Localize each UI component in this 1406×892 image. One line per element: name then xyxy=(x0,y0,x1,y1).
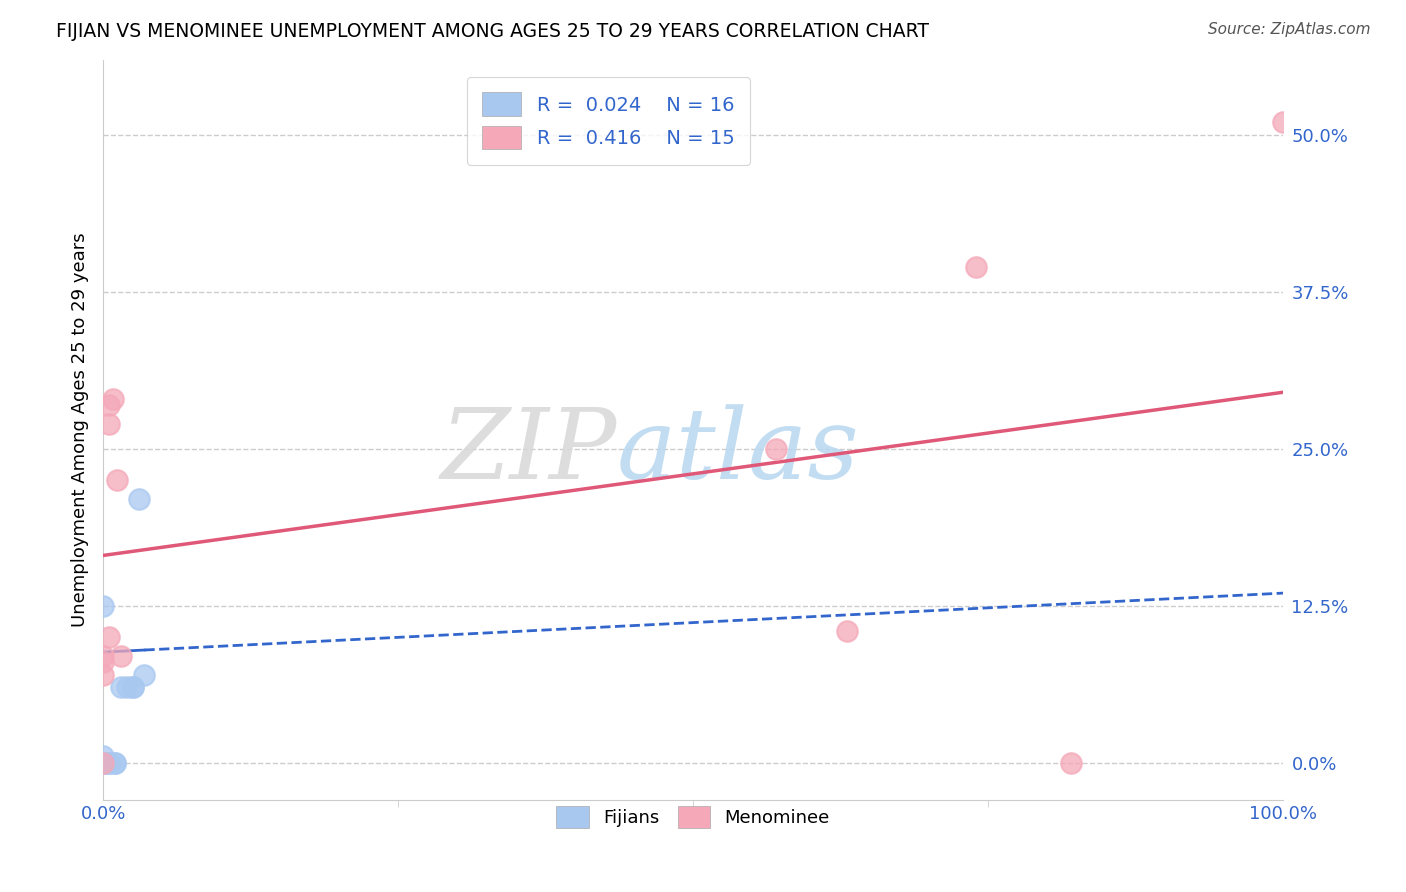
Point xyxy=(104,756,127,770)
Point xyxy=(91,648,114,663)
Point xyxy=(91,756,114,770)
Point xyxy=(98,398,121,412)
Point xyxy=(105,473,128,487)
Point xyxy=(835,624,858,638)
Point xyxy=(110,648,132,663)
Point xyxy=(98,756,121,770)
Point xyxy=(101,392,124,406)
Point xyxy=(98,417,121,431)
Point xyxy=(91,599,114,613)
Text: ZIP: ZIP xyxy=(440,404,616,500)
Point xyxy=(98,630,121,644)
Point xyxy=(91,655,114,669)
Point xyxy=(104,756,127,770)
Point xyxy=(91,756,114,770)
Point xyxy=(91,756,114,770)
Point xyxy=(91,749,114,764)
Point xyxy=(98,756,121,770)
Point xyxy=(110,680,132,694)
Point xyxy=(1272,115,1295,129)
Text: atlas: atlas xyxy=(616,404,859,500)
Y-axis label: Unemployment Among Ages 25 to 29 years: Unemployment Among Ages 25 to 29 years xyxy=(72,233,89,627)
Point xyxy=(121,680,143,694)
Point xyxy=(134,667,156,681)
Text: Source: ZipAtlas.com: Source: ZipAtlas.com xyxy=(1208,22,1371,37)
Point xyxy=(121,680,143,694)
Point xyxy=(965,260,987,274)
Point xyxy=(91,667,114,681)
Text: FIJIAN VS MENOMINEE UNEMPLOYMENT AMONG AGES 25 TO 29 YEARS CORRELATION CHART: FIJIAN VS MENOMINEE UNEMPLOYMENT AMONG A… xyxy=(56,22,929,41)
Legend: Fijians, Menominee: Fijians, Menominee xyxy=(550,799,837,836)
Point xyxy=(91,756,114,770)
Point xyxy=(115,680,138,694)
Point xyxy=(128,491,150,506)
Point xyxy=(765,442,787,456)
Point xyxy=(91,756,114,770)
Point xyxy=(1060,756,1083,770)
